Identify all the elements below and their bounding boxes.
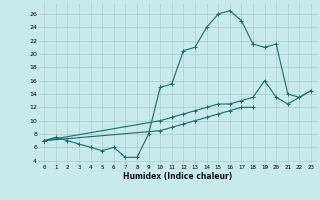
X-axis label: Humidex (Indice chaleur): Humidex (Indice chaleur) <box>123 172 232 181</box>
